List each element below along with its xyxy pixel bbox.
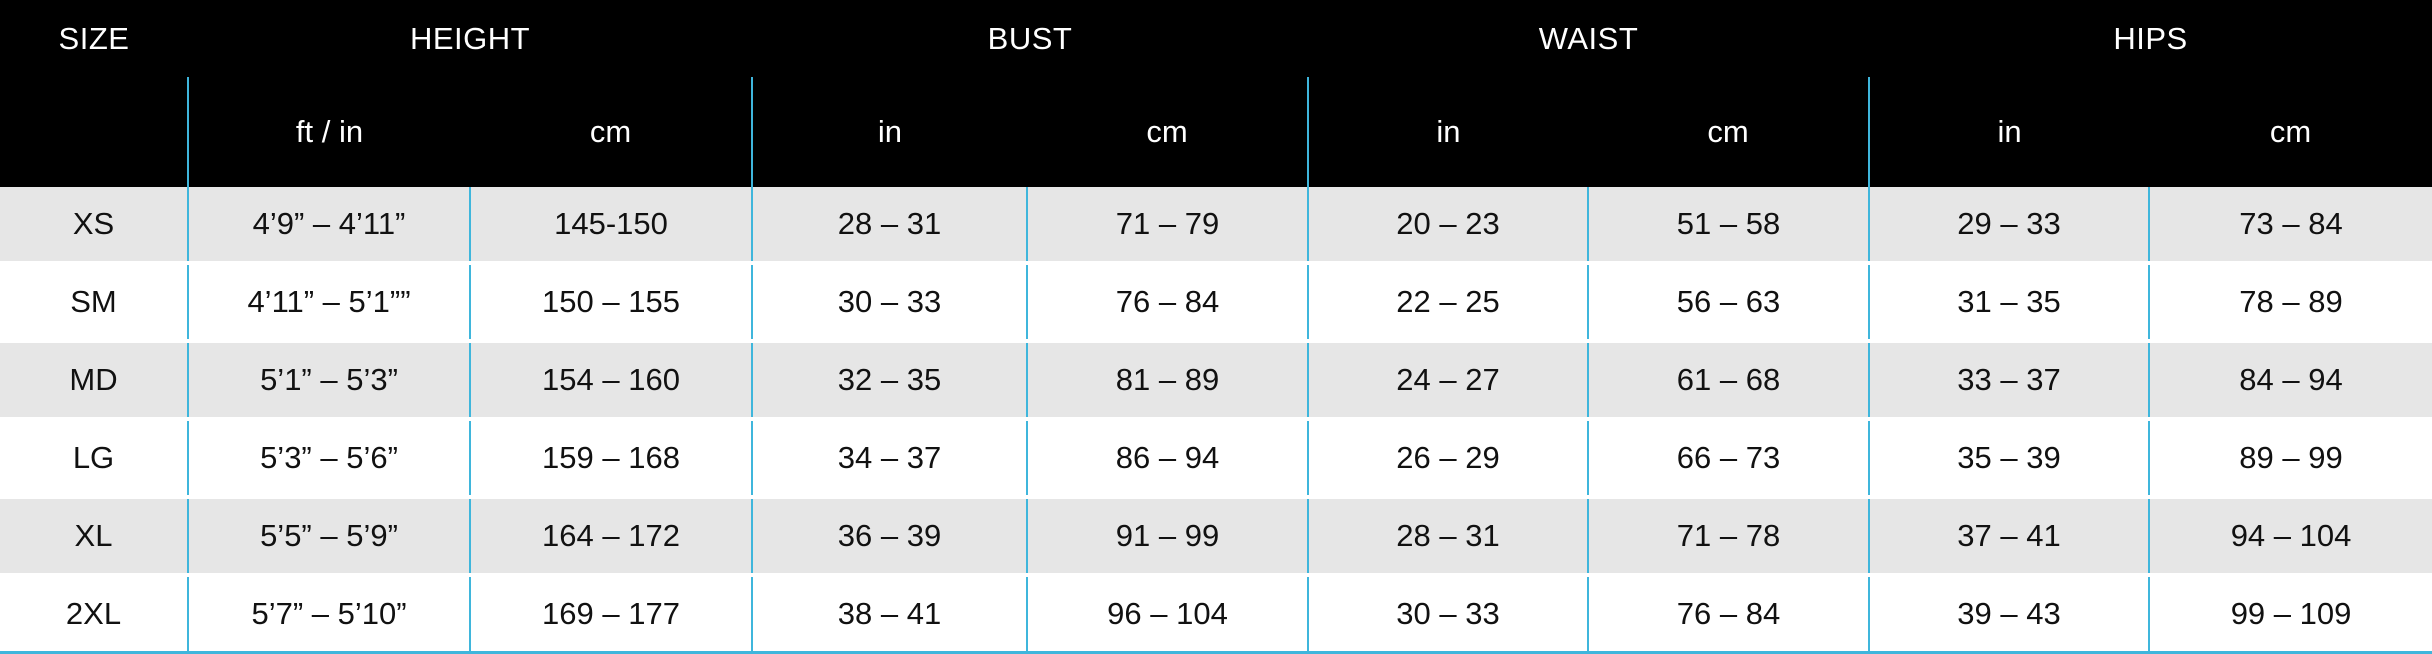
waist-cm-cell: 66 – 73 (1586, 419, 1870, 499)
bust-in-cell: 28 – 31 (751, 187, 1027, 265)
height-cm-cell: 164 – 172 (469, 497, 752, 577)
waist-in-cell: 30 – 33 (1307, 575, 1588, 654)
bust-in-cell: 34 – 37 (751, 419, 1027, 499)
height-cm-cell: 154 – 160 (469, 341, 752, 421)
table-body: XS 4’9” – 4’11” 145-150 28 – 31 71 – 79 … (0, 187, 2432, 654)
waist-cm-cell: 56 – 63 (1586, 263, 1870, 343)
size-cell: MD (0, 341, 188, 421)
table-row: LG 5’3” – 5’6” 159 – 168 34 – 37 86 – 94… (0, 419, 2432, 499)
hips-cm-cell: 84 – 94 (2148, 341, 2432, 421)
table-row: 2XL 5’7” – 5’10” 169 – 177 38 – 41 96 – … (0, 575, 2432, 654)
hips-in-header: in (1868, 77, 2150, 187)
hips-cm-cell: 99 – 109 (2148, 575, 2432, 654)
waist-cm-cell: 76 – 84 (1586, 575, 1870, 654)
bust-cm-header: cm (1027, 77, 1308, 187)
hips-in-cell: 31 – 35 (1868, 263, 2150, 343)
waist-cm-cell: 51 – 58 (1586, 187, 1870, 265)
bust-cm-cell: 76 – 84 (1026, 263, 1308, 343)
bust-in-header: in (751, 77, 1027, 187)
height-ftin-header: ft / in (187, 77, 470, 187)
waist-in-cell: 28 – 31 (1307, 497, 1588, 577)
waist-cm-cell: 71 – 78 (1586, 497, 1870, 577)
height-ftin-cell: 4’11” – 5’1”” (187, 263, 470, 343)
hips-in-cell: 35 – 39 (1868, 419, 2150, 499)
table-row: SM 4’11” – 5’1”” 150 – 155 30 – 33 76 – … (0, 263, 2432, 343)
table-row: MD 5’1” – 5’3” 154 – 160 32 – 35 81 – 89… (0, 341, 2432, 421)
bust-in-cell: 32 – 35 (751, 341, 1027, 421)
height-ftin-cell: 5’5” – 5’9” (187, 497, 470, 577)
bust-header: BUST (752, 0, 1308, 77)
waist-in-cell: 22 – 25 (1307, 263, 1588, 343)
waist-in-cell: 24 – 27 (1307, 341, 1588, 421)
waist-cm-header: cm (1588, 77, 1870, 187)
hips-cm-cell: 89 – 99 (2148, 419, 2432, 499)
unit-header-row: ft / in cm in cm in cm in cm (0, 77, 2432, 187)
height-ftin-cell: 4’9” – 4’11” (187, 187, 470, 265)
hips-cm-header: cm (2149, 77, 2432, 187)
waist-in-header: in (1307, 77, 1588, 187)
bust-in-cell: 38 – 41 (751, 575, 1027, 654)
bust-cm-cell: 81 – 89 (1026, 341, 1308, 421)
hips-cm-cell: 78 – 89 (2148, 263, 2432, 343)
height-cm-cell: 145-150 (469, 187, 752, 265)
height-cm-cell: 150 – 155 (469, 263, 752, 343)
table-header: SIZE HEIGHT BUST WAIST HIPS ft / in cm i… (0, 0, 2432, 187)
hips-header: HIPS (1869, 0, 2432, 77)
height-cm-header: cm (470, 77, 752, 187)
waist-in-cell: 26 – 29 (1307, 419, 1588, 499)
waist-cm-cell: 61 – 68 (1586, 341, 1870, 421)
group-header-row: SIZE HEIGHT BUST WAIST HIPS (0, 0, 2432, 77)
size-cell: LG (0, 419, 188, 499)
height-cm-cell: 169 – 177 (469, 575, 752, 654)
bust-cm-cell: 71 – 79 (1026, 187, 1308, 265)
hips-in-cell: 39 – 43 (1868, 575, 2150, 654)
height-ftin-cell: 5’1” – 5’3” (187, 341, 470, 421)
table-row: XL 5’5” – 5’9” 164 – 172 36 – 39 91 – 99… (0, 497, 2432, 577)
bust-in-cell: 36 – 39 (751, 497, 1027, 577)
hips-in-cell: 37 – 41 (1868, 497, 2150, 577)
size-unit-blank (0, 77, 188, 187)
size-cell: 2XL (0, 575, 188, 654)
hips-cm-cell: 73 – 84 (2148, 187, 2432, 265)
waist-header: WAIST (1308, 0, 1870, 77)
height-ftin-cell: 5’3” – 5’6” (187, 419, 470, 499)
size-cell: XS (0, 187, 188, 265)
bust-cm-cell: 96 – 104 (1026, 575, 1308, 654)
waist-in-cell: 20 – 23 (1307, 187, 1588, 265)
table-row: XS 4’9” – 4’11” 145-150 28 – 31 71 – 79 … (0, 187, 2432, 265)
size-header: SIZE (0, 0, 188, 77)
bust-cm-cell: 91 – 99 (1026, 497, 1308, 577)
height-header: HEIGHT (188, 0, 752, 77)
hips-in-cell: 33 – 37 (1868, 341, 2150, 421)
height-cm-cell: 159 – 168 (469, 419, 752, 499)
size-cell: SM (0, 263, 188, 343)
hips-in-cell: 29 – 33 (1868, 187, 2150, 265)
size-cell: XL (0, 497, 188, 577)
hips-cm-cell: 94 – 104 (2148, 497, 2432, 577)
height-ftin-cell: 5’7” – 5’10” (187, 575, 470, 654)
bust-cm-cell: 86 – 94 (1026, 419, 1308, 499)
bust-in-cell: 30 – 33 (751, 263, 1027, 343)
